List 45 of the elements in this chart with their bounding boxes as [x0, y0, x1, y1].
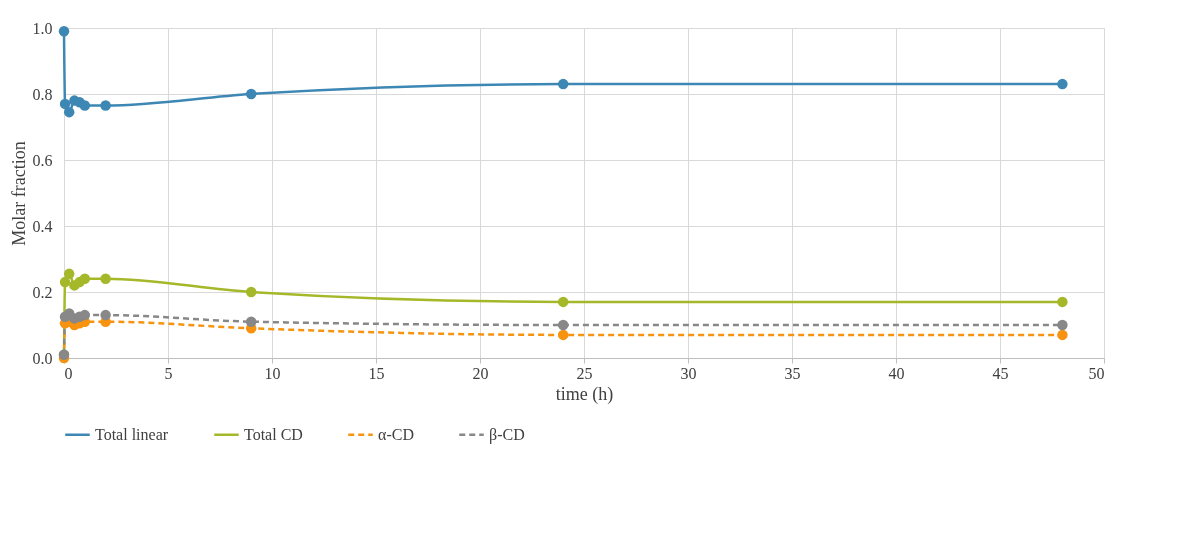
- point: [58, 26, 70, 37]
- y-tick-label: 0.2: [32, 283, 53, 301]
- point: [557, 296, 569, 308]
- point: [557, 319, 569, 331]
- x-tick-label: 45: [992, 364, 1009, 382]
- legend-label: β-CD: [489, 425, 525, 444]
- x-tick-label: 30: [680, 364, 697, 382]
- point: [557, 329, 569, 341]
- point: [59, 276, 71, 288]
- point: [1057, 78, 1068, 90]
- point: [1057, 329, 1068, 341]
- x-tick-label: 15: [368, 364, 385, 382]
- point: [100, 309, 111, 321]
- y-axis-title: Molar fraction: [8, 141, 29, 246]
- x-tick-label: 10: [264, 364, 281, 382]
- point: [79, 100, 91, 111]
- x-tick-label: 40: [888, 364, 905, 382]
- x-tick-label: 35: [784, 364, 801, 382]
- x-tick-label: 0: [64, 364, 73, 382]
- y-tick-label: 0.0: [32, 349, 53, 367]
- x-tick-label: 5: [164, 364, 173, 382]
- point: [59, 98, 71, 110]
- legend-label: Total CD: [244, 425, 303, 443]
- point: [245, 316, 257, 327]
- point: [1057, 319, 1068, 331]
- x-axis-title: time (h): [555, 383, 614, 405]
- legend-label: Total linear: [95, 425, 169, 443]
- y-tick-label: 0.6: [32, 151, 53, 169]
- point: [245, 286, 257, 298]
- point: [100, 273, 111, 285]
- point: [79, 309, 91, 321]
- point: [100, 100, 111, 111]
- x-tick-label: 25: [576, 364, 593, 382]
- point: [245, 88, 257, 100]
- point: [79, 273, 91, 285]
- y-tick-label: 1.0: [32, 19, 53, 37]
- y-tick-label: 0.8: [32, 85, 53, 103]
- y-tick-label: 0.4: [32, 217, 53, 235]
- point: [63, 268, 75, 280]
- x-tick-label: 20: [472, 364, 489, 382]
- x-tick-label: 50: [1088, 364, 1105, 382]
- point: [1057, 296, 1068, 308]
- legend-label: α-CD: [378, 425, 414, 443]
- point: [63, 106, 75, 118]
- point: [557, 78, 569, 90]
